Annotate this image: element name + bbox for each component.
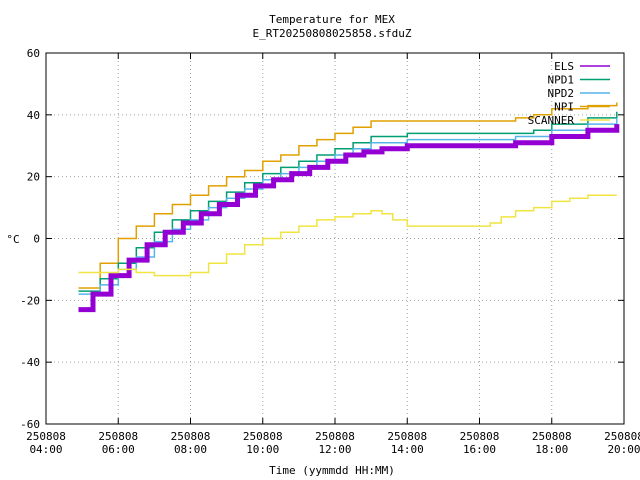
series-line-scanner — [78, 194, 617, 277]
legend-label: SCANNER — [528, 114, 575, 127]
x-tick-label: 14:00 — [391, 443, 424, 456]
series-line-npd1 — [78, 111, 618, 292]
x-tick-label: 250808 — [315, 430, 355, 443]
legend-label: NPD2 — [548, 87, 575, 100]
x-tick-label: 250808 — [532, 430, 572, 443]
series-line-npd2 — [78, 117, 618, 295]
y-tick-label: -60 — [20, 418, 40, 431]
legend-label: NPD1 — [548, 74, 575, 87]
y-tick-label: 20 — [27, 171, 40, 184]
x-tick-label: 12:00 — [318, 443, 351, 456]
legend-label: ELS — [554, 60, 574, 73]
x-tick-label: 250808 — [387, 430, 427, 443]
x-tick-label: 20:00 — [607, 443, 640, 456]
x-tick-label: 250808 — [604, 430, 640, 443]
x-tick-label: 250808 — [26, 430, 66, 443]
x-tick-label: 250808 — [98, 430, 138, 443]
x-tick-label: 250808 — [243, 430, 283, 443]
x-tick-label: 10:00 — [246, 443, 279, 456]
grid — [46, 53, 624, 424]
x-tick-label: 250808 — [171, 430, 211, 443]
x-tick-label: 08:00 — [174, 443, 207, 456]
x-tick-label: 04:00 — [29, 443, 62, 456]
y-tick-label: -20 — [20, 294, 40, 307]
y-tick-label: 0 — [33, 233, 40, 246]
chart-title: Temperature for MEX — [269, 13, 395, 26]
x-tick-label: 18:00 — [535, 443, 568, 456]
y-axis-label: °C — [6, 233, 19, 246]
x-tick-label: 06:00 — [102, 443, 135, 456]
axis-ticks: -60-40-20020406025080804:0025080806:0025… — [20, 47, 640, 456]
x-tick-label: 16:00 — [463, 443, 496, 456]
x-tick-label: 250808 — [460, 430, 500, 443]
series-line-els — [78, 124, 620, 313]
y-tick-label: 60 — [27, 47, 40, 60]
legend-label: NPI — [554, 101, 574, 114]
y-tick-label: 40 — [27, 109, 40, 122]
series-lines — [78, 102, 620, 313]
x-axis-label: Time (yymmdd HH:MM) — [269, 464, 395, 477]
y-tick-label: -40 — [20, 356, 40, 369]
series-line-npi — [78, 102, 618, 289]
chart-subtitle: E_RT20250808025858.sfduZ — [253, 27, 412, 40]
